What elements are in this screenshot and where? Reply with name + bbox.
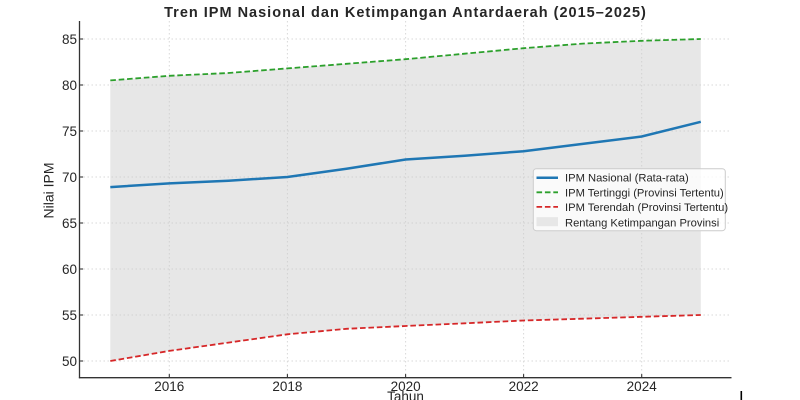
svg-text:Tahun: Tahun (387, 389, 424, 400)
svg-text:Tren IPM Nasional dan Ketimpan: Tren IPM Nasional dan Ketimpangan Antard… (164, 5, 647, 21)
svg-text:60: 60 (62, 262, 77, 277)
svg-text:Rentang Ketimpangan Provinsi: Rentang Ketimpangan Provinsi (565, 217, 719, 229)
svg-text:85: 85 (62, 32, 77, 47)
svg-text:50: 50 (62, 354, 77, 369)
svg-text:80: 80 (62, 78, 77, 93)
svg-text:IPM Tertinggi (Provinsi Terten: IPM Tertinggi (Provinsi Tertentu) (565, 187, 724, 199)
svg-text:65: 65 (62, 216, 77, 231)
svg-text:2020: 2020 (391, 379, 421, 394)
svg-text:2022: 2022 (509, 379, 539, 394)
svg-text:IPM Nasional (Rata-rata): IPM Nasional (Rata-rata) (565, 173, 689, 185)
svg-text:2018: 2018 (272, 379, 302, 394)
svg-text:70: 70 (62, 170, 77, 185)
svg-text:2016: 2016 (154, 379, 184, 394)
svg-text:Nilai IPM: Nilai IPM (41, 162, 57, 218)
svg-text:2024: 2024 (627, 379, 658, 394)
svg-text:75: 75 (62, 124, 77, 139)
svg-text:IPM Terendah (Provinsi Tertent: IPM Terendah (Provinsi Tertentu) (565, 202, 728, 214)
svg-text:55: 55 (62, 308, 77, 323)
